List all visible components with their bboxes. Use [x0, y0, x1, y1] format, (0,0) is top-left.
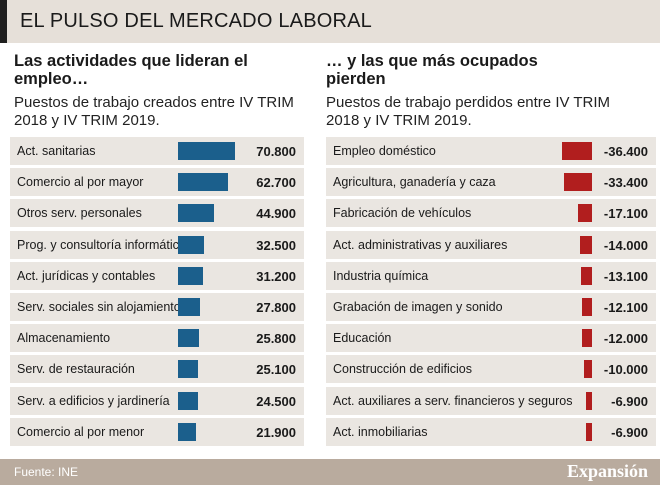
left-category-label: Prog. y consultoría informática — [17, 237, 186, 252]
left-category-label: Act. sanitarias — [17, 144, 96, 158]
right-value-label: -6.900 — [611, 393, 648, 409]
left-value-label: 31.200 — [256, 268, 296, 284]
left-bar — [178, 391, 198, 410]
right-row: Grabación de imagen y sonido -12.100 — [326, 293, 656, 321]
right-category-label: Empleo doméstico — [333, 144, 436, 158]
left-value-label: 25.800 — [256, 331, 296, 347]
left-category-label: Serv. a edificios y jardinería — [17, 393, 170, 408]
right-row: Educación -12.000 — [326, 324, 656, 353]
right-value-label: -33.400 — [603, 175, 648, 191]
left-category-label: Comercio al por mayor — [17, 175, 144, 190]
right-category-label: Industria química — [333, 268, 429, 283]
right-bar — [564, 173, 592, 192]
left-bar — [178, 173, 229, 192]
left-value-label: 70.800 — [256, 144, 296, 159]
right-category-label: Act. inmobiliarias — [333, 424, 428, 439]
right-row: Construcción de edificios -10.000 — [326, 355, 656, 384]
left-row: Serv. de restauración 25.100 — [10, 355, 304, 384]
right-value-label: -10.000 — [603, 362, 648, 378]
right-heading: … y las que más ocupados pierden — [326, 52, 538, 88]
left-subtitle: Puestos de trabajo creados entre IV TRIM… — [14, 94, 294, 129]
left-bar — [178, 266, 204, 285]
left-category-label: Comercio al por menor — [17, 424, 145, 439]
right-category-label: Fabricación de vehículos — [333, 206, 472, 221]
left-category-label: Almacenamiento — [17, 331, 111, 346]
left-category-label: Serv. de restauración — [17, 362, 135, 377]
left-row: Act. sanitarias 70.800 — [10, 137, 304, 165]
left-row: Serv. a edificios y jardinería 24.500 — [10, 386, 304, 415]
left-value-label: 32.500 — [256, 237, 296, 253]
right-row: Act. administrativas y auxiliares -14.000 — [326, 230, 656, 259]
right-category-label: Act. auxiliares a serv. financieros y se… — [333, 393, 573, 408]
right-category-label: Act. administrativas y auxiliares — [333, 237, 508, 252]
right-category-label: Construcción de edificios — [333, 362, 472, 377]
left-bar — [178, 204, 215, 223]
left-value-label: 44.900 — [256, 206, 296, 222]
left-value-label: 21.900 — [256, 424, 296, 440]
right-category-label: Educación — [333, 331, 392, 346]
right-value-label: -13.100 — [603, 268, 648, 284]
left-bar — [178, 235, 205, 254]
left-row: Comercio al por menor 21.900 — [10, 417, 304, 446]
right-bar — [577, 204, 592, 223]
left-value-label: 24.500 — [256, 393, 296, 409]
right-bar — [582, 329, 592, 348]
right-row: Agricultura, ganadería y caza -33.400 — [326, 168, 656, 197]
right-row: Act. auxiliares a serv. financieros y se… — [326, 386, 656, 415]
right-value-label: -12.000 — [603, 331, 648, 347]
left-heading: Las actividades que lideran el empleo… — [14, 52, 248, 88]
title-bar: EL PULSO DEL MERCADO LABORAL — [0, 0, 660, 43]
left-row: Comercio al por mayor 62.700 — [10, 168, 304, 197]
right-value-label: -17.100 — [603, 206, 648, 222]
right-value-label: -36.400 — [603, 144, 648, 159]
right-row: Industria química -13.100 — [326, 261, 656, 290]
right-row: Fabricación de vehículos -17.100 — [326, 199, 656, 228]
left-bar — [178, 329, 199, 348]
right-row: Empleo doméstico -36.400 — [326, 137, 656, 165]
left-row: Almacenamiento 25.800 — [10, 324, 304, 353]
right-category-label: Grabación de imagen y sonido — [333, 300, 503, 314]
left-category-label: Serv. sociales sin alojamiento — [17, 300, 181, 314]
left-bar — [178, 142, 235, 160]
right-row: Act. inmobiliarias -6.900 — [326, 417, 656, 446]
left-value-label: 27.800 — [256, 300, 296, 315]
right-bar — [586, 422, 592, 441]
right-bar — [582, 298, 592, 316]
source-note: Fuente: INE — [14, 465, 79, 479]
footer: Fuente: INE Expansión — [0, 459, 660, 485]
left-category-label: Otros serv. personales — [17, 206, 142, 221]
right-bar — [586, 391, 592, 410]
right-bar — [581, 266, 592, 285]
left-value-label: 62.700 — [256, 175, 296, 191]
left-value-label: 25.100 — [256, 362, 296, 378]
right-value-label: -6.900 — [611, 424, 648, 440]
main-title: EL PULSO DEL MERCADO LABORAL — [20, 10, 373, 32]
left-bar — [178, 360, 199, 379]
title-accent — [0, 0, 7, 43]
right-bar — [580, 235, 592, 254]
left-row: Prog. y consultoría informática 32.500 — [10, 230, 304, 259]
left-row: Act. jurídicas y contables 31.200 — [10, 261, 304, 290]
brand-logo: Expansión — [566, 461, 648, 481]
left-bar — [178, 298, 201, 316]
right-bar — [562, 142, 592, 160]
left-bar — [178, 422, 196, 441]
right-subtitle: Puestos de trabajo perdidos entre IV TRI… — [326, 94, 611, 129]
right-bar — [583, 360, 592, 379]
left-row: Otros serv. personales 44.900 — [10, 199, 304, 228]
right-value-label: -14.000 — [603, 237, 648, 253]
left-row: Serv. sociales sin alojamiento 27.800 — [10, 293, 304, 321]
right-value-label: -12.100 — [603, 300, 648, 315]
right-category-label: Agricultura, ganadería y caza — [333, 175, 496, 190]
left-category-label: Act. jurídicas y contables — [17, 268, 156, 283]
